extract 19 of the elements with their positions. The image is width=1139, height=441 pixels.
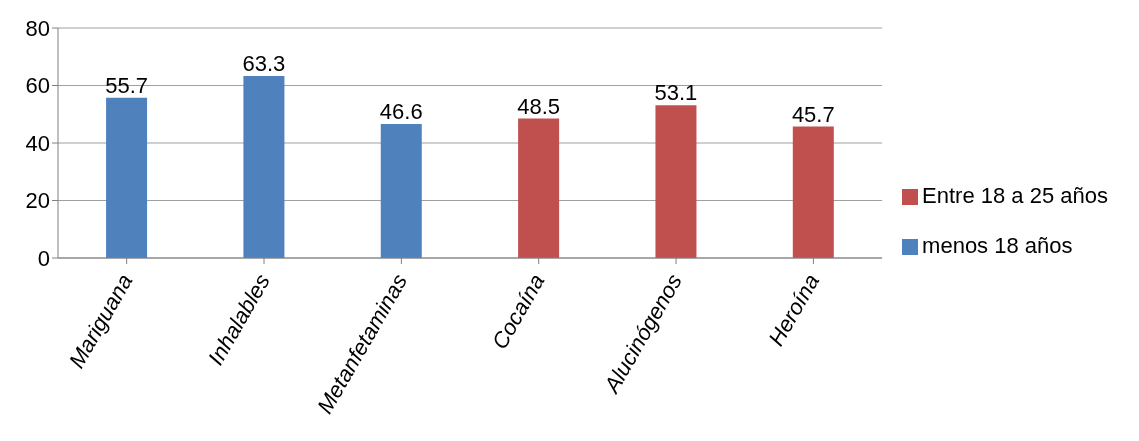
data-label: 45.7	[791, 101, 835, 127]
bar	[380, 124, 422, 258]
y-tick-label: 80	[25, 15, 50, 41]
bar	[243, 76, 285, 258]
data-label: 48.5	[517, 93, 561, 119]
y-tick-label: 60	[25, 73, 50, 99]
y-tick-label: 20	[25, 188, 50, 214]
data-label: 53.1	[654, 80, 698, 106]
y-tick-label: 0	[37, 245, 50, 271]
data-label: 55.7	[105, 72, 148, 98]
legend-label: menos 18 años	[922, 232, 1073, 258]
data-label: 46.6	[379, 99, 423, 125]
bar	[792, 126, 834, 258]
y-tick-label: 40	[25, 130, 50, 156]
data-label: 63.3	[242, 51, 286, 77]
bar	[106, 97, 148, 258]
bar	[655, 105, 697, 258]
bar	[518, 118, 560, 258]
legend-label: Entre 18 a 25 años	[922, 182, 1108, 208]
